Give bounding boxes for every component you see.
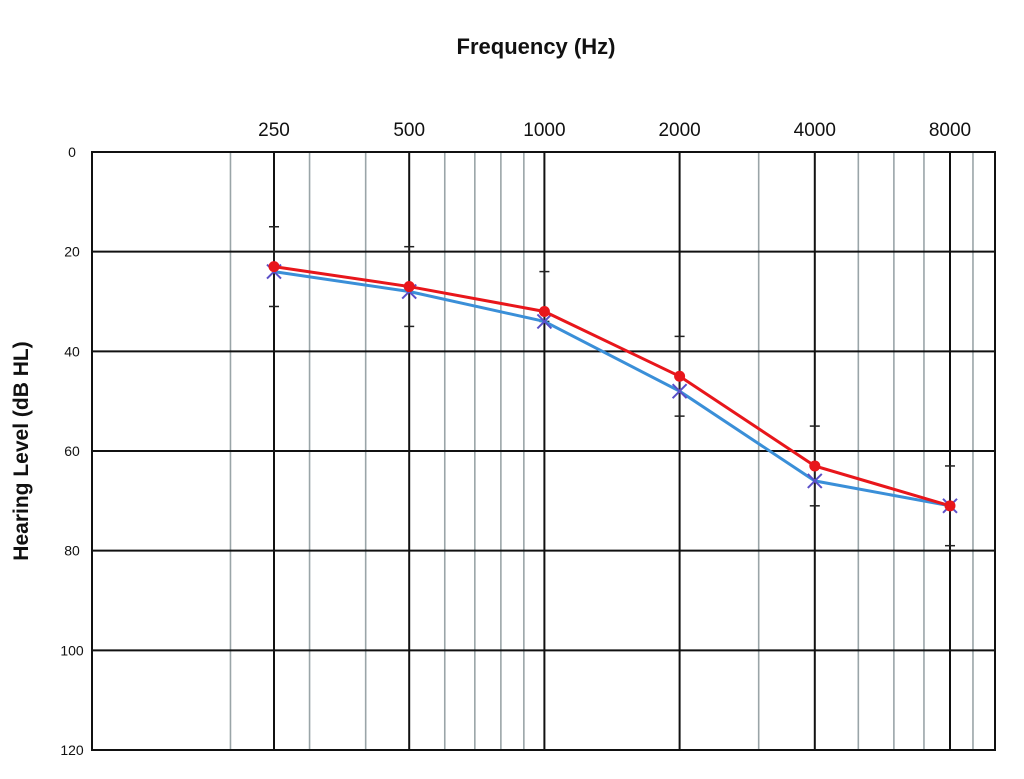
plot-border [91,151,996,751]
y-tick-label: 20 [64,244,80,260]
data-point-circle [809,460,821,472]
y-tick-label: 100 [60,642,84,658]
y-tick-label: 120 [60,742,84,758]
data-point-x [807,473,823,489]
data-point-x [671,383,688,399]
series-line-red [273,265,951,508]
y-tick-label: 80 [64,543,80,559]
x-tick-label: 2000 [658,120,700,141]
y-tick-label: 40 [64,343,80,359]
data-point-circle [403,281,415,293]
series-line-blue [273,270,951,508]
x-tick-label: 1000 [523,120,565,141]
x-axis-title: Frequency (Hz) [457,34,616,59]
y-tick-label: 0 [68,144,76,160]
x-tick-label: 4000 [794,120,836,141]
y-tick-label: 60 [64,443,80,459]
data-point-x [536,313,553,330]
y-axis-title: Hearing Level (dB HL) [10,341,33,560]
data-point-circle [674,370,686,382]
x-tick-label: 8000 [929,120,971,141]
x-tick-label: 500 [393,120,425,141]
x-tick-label: 250 [258,120,290,141]
data-point-circle [944,500,956,512]
data-point-circle [538,305,550,317]
data-point-circle [268,261,280,273]
